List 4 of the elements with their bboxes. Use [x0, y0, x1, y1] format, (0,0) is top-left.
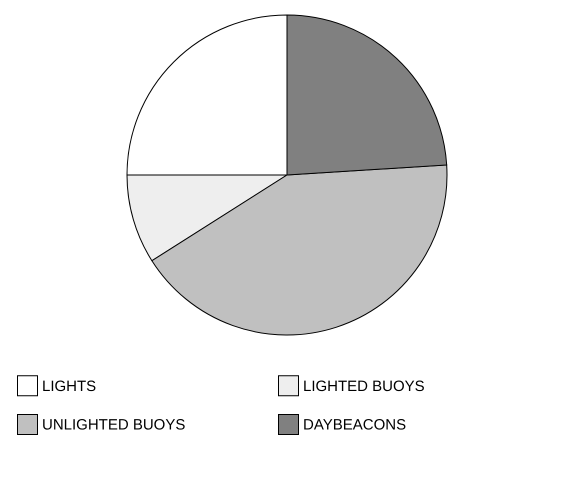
legend-label: UNLIGHTED BUOYS: [42, 416, 186, 434]
legend-label: DAYBEACONS: [303, 416, 406, 434]
legend-label: LIGHTS: [42, 378, 96, 395]
legend-label: LIGHTED BUOYS: [303, 378, 425, 395]
